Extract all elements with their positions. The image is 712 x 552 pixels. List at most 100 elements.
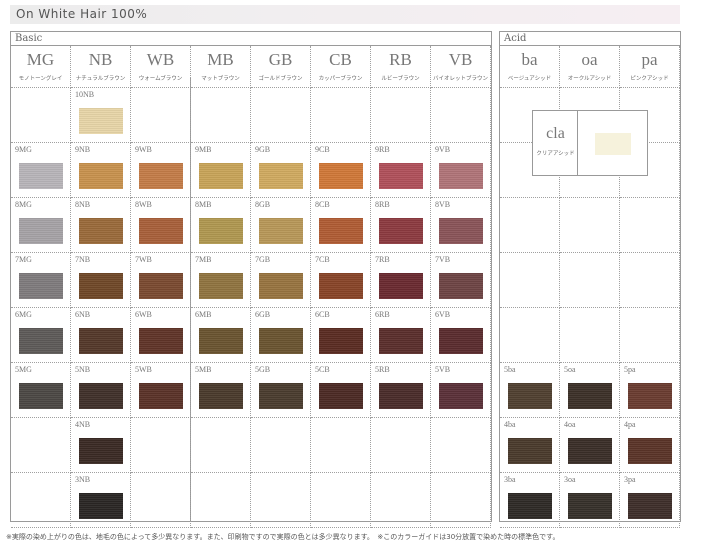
column-code: pa — [641, 50, 658, 69]
grid-cell — [11, 88, 71, 143]
column-name: マットブラウン — [201, 76, 240, 82]
swatch-label: 5pa — [624, 365, 636, 374]
swatch-label: 3pa — [624, 475, 636, 484]
swatch-7CB — [319, 273, 363, 299]
swatch-cell-8CB: 8CB — [311, 198, 371, 253]
swatch-label: 8CB — [315, 200, 330, 209]
swatch-label: 9RB — [375, 145, 390, 154]
swatch-label: 5GB — [255, 365, 271, 374]
grid-cell — [311, 418, 371, 473]
swatch-9MB — [199, 163, 243, 189]
swatch-7NB — [79, 273, 123, 299]
swatch-cell-9MB: 9MB — [191, 143, 251, 198]
grid-cell — [311, 88, 371, 143]
swatch-label: 5CB — [315, 365, 330, 374]
page-title: On White Hair 100% — [10, 5, 680, 24]
swatch-cell-5RB: 5RB — [371, 363, 431, 418]
grid-cell — [371, 473, 431, 528]
clear-acid-box: cla クリアアシッド — [532, 110, 648, 176]
swatch-cell-8WB: 8WB — [131, 198, 191, 253]
grid-cell — [560, 308, 620, 363]
grid-cell — [191, 88, 251, 143]
swatch-cell-10NB: 10NB — [71, 88, 131, 143]
swatch-cell-7RB: 7RB — [371, 253, 431, 308]
grid-cell — [311, 473, 371, 528]
swatch-label: 7GB — [255, 255, 271, 264]
swatch-label: 6RB — [375, 310, 390, 319]
swatch-10NB — [79, 108, 123, 134]
swatch-7MB — [199, 273, 243, 299]
swatch-label: 9GB — [255, 145, 271, 154]
swatch-label: 5NB — [75, 365, 91, 374]
swatch-cell-5ba: 5ba — [500, 363, 560, 418]
column-header-NB: NB ナチュラルブラウン — [71, 46, 131, 88]
footnote: ※実際の染め上がりの色は、地毛の色によって多少異なります。また、印刷物ですので実… — [6, 533, 560, 541]
grid-cell — [500, 198, 560, 253]
swatch-3ba — [508, 493, 552, 519]
grid-cell — [431, 473, 491, 528]
swatch-label: 5MB — [195, 365, 212, 374]
swatch-cell-4NB: 4NB — [71, 418, 131, 473]
acid-section-label: Acid — [500, 32, 680, 46]
swatch-4oa — [568, 438, 612, 464]
swatch-5WB — [139, 383, 183, 409]
swatch-8RB — [379, 218, 423, 244]
column-header-WB: WB ウォームブラウン — [131, 46, 191, 88]
column-header-MB: MB マットブラウン — [191, 46, 251, 88]
swatch-cell-3oa: 3oa — [560, 473, 620, 528]
swatch-cell-6MB: 6MB — [191, 308, 251, 363]
swatch-cell-9NB: 9NB — [71, 143, 131, 198]
column-name: ナチュラルブラウン — [75, 76, 126, 82]
swatch-6MB — [199, 328, 243, 354]
column-name: オークルアシッド — [567, 76, 612, 82]
basic-color-table: Basic MG モノトーングレイ 9MG 8MG 7MG 6MG 5MG NB ナチュラルブラ… — [10, 31, 492, 528]
swatch-7WB — [139, 273, 183, 299]
swatch-label: 9MB — [195, 145, 212, 154]
column-code: GB — [268, 50, 293, 69]
column-code: NB — [88, 50, 113, 69]
swatch-cell-6WB: 6WB — [131, 308, 191, 363]
grid-cell — [620, 253, 680, 308]
swatch-5oa — [568, 383, 612, 409]
swatch-cell-7MB: 7MB — [191, 253, 251, 308]
swatch-6VB — [439, 328, 483, 354]
column-header-ba: ba ベージュアシッド — [500, 46, 560, 88]
swatch-3pa — [628, 493, 672, 519]
swatch-label: 9NB — [75, 145, 91, 154]
swatch-5MB — [199, 383, 243, 409]
swatch-cla — [595, 133, 631, 155]
grid-cell — [371, 418, 431, 473]
swatch-label: 7MB — [195, 255, 212, 264]
grid-cell — [11, 473, 71, 528]
column-header-GB: GB ゴールドブラウン — [251, 46, 311, 88]
column-code: oa — [581, 50, 598, 69]
swatch-label: 8MG — [15, 200, 32, 209]
column-name: カッパーブラウン — [318, 76, 363, 82]
grid-cell — [11, 418, 71, 473]
swatch-cell-8MG: 8MG — [11, 198, 71, 253]
swatch-cell-5pa: 5pa — [620, 363, 680, 418]
grid-cell — [620, 88, 680, 143]
swatch-label: 9WB — [135, 145, 152, 154]
swatch-label: 3oa — [564, 475, 576, 484]
column-code: WB — [146, 50, 175, 69]
swatch-cell-4oa: 4oa — [560, 418, 620, 473]
swatch-9RB — [379, 163, 423, 189]
grid-cell — [191, 473, 251, 528]
swatch-label: 8RB — [375, 200, 390, 209]
acid-color-table: Acid ba ベージュアシッド 5ba 4ba 3ba oa オークルアシッド 5oa 4oa… — [499, 31, 681, 528]
swatch-label: 4NB — [75, 420, 91, 429]
swatch-8NB — [79, 218, 123, 244]
column-name: ベージュアシッド — [507, 76, 552, 82]
grid-cell — [131, 473, 191, 528]
column-name: バイオレットブラウン — [432, 76, 488, 82]
swatch-cell-6GB: 6GB — [251, 308, 311, 363]
swatch-cell-5oa: 5oa — [560, 363, 620, 418]
swatch-label: 6GB — [255, 310, 271, 319]
swatch-8GB — [259, 218, 303, 244]
swatch-cell-6CB: 6CB — [311, 308, 371, 363]
swatch-7VB — [439, 273, 483, 299]
swatch-label: 7CB — [315, 255, 330, 264]
grid-cell — [191, 418, 251, 473]
column-code: ba — [521, 50, 538, 69]
